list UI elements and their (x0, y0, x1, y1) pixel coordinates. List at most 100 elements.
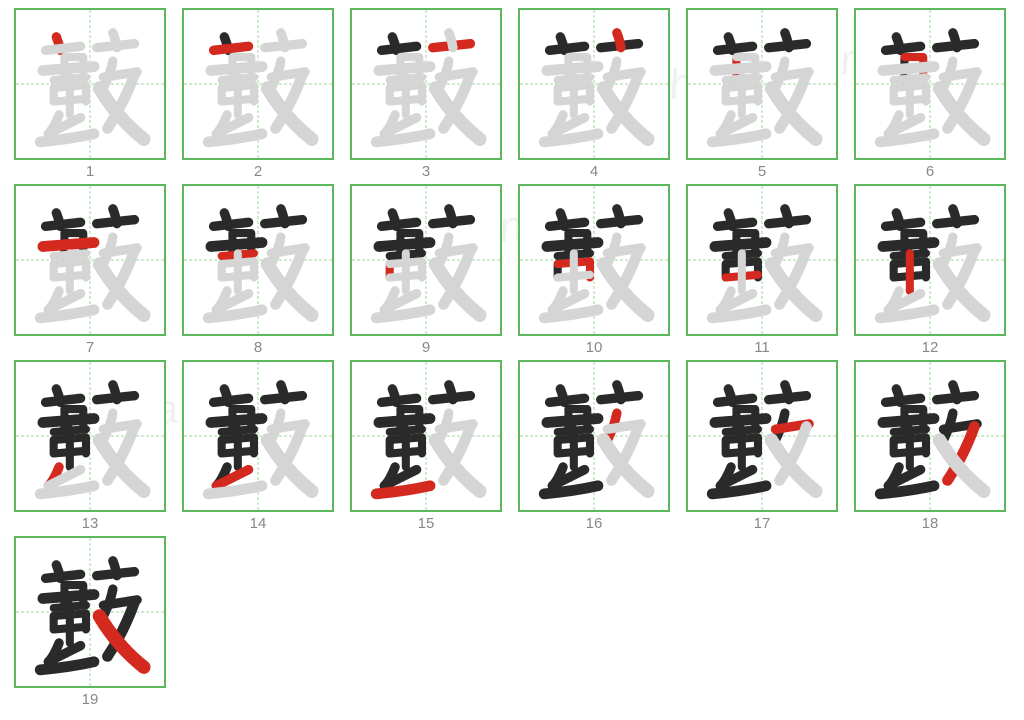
step-number-label: 15 (418, 515, 435, 532)
stroke-path (547, 243, 598, 247)
stroke-step-cell: 15 (342, 360, 510, 532)
character-frame (854, 360, 1006, 512)
stroke-path (886, 46, 921, 50)
stroke-path (547, 67, 598, 71)
stroke-path (43, 243, 94, 247)
stroke-step-cell: 1 (6, 8, 174, 180)
stroke-path (715, 67, 766, 71)
stroke-order-grid: 12345678910111213141516171819 (0, 0, 1024, 720)
stroke-path (886, 222, 921, 226)
character-svg (520, 10, 668, 158)
character-svg (688, 362, 836, 510)
stroke-step-cell: 13 (6, 360, 174, 532)
stroke-path (43, 595, 94, 599)
stroke-step-cell: 7 (6, 184, 174, 356)
character-frame (518, 8, 670, 160)
stroke-step-cell: 8 (174, 184, 342, 356)
character-svg (184, 362, 332, 510)
character-svg (520, 186, 668, 334)
character-frame (686, 184, 838, 336)
stroke-path (113, 561, 117, 576)
stroke-step-cell: 12 (846, 184, 1014, 356)
character-frame (14, 536, 166, 688)
character-frame (854, 8, 1006, 160)
stroke-path (46, 46, 81, 50)
character-svg (16, 362, 164, 510)
stroke-path (379, 419, 430, 423)
stroke-path (281, 33, 285, 48)
step-number-label: 17 (754, 515, 771, 532)
step-number-label: 4 (590, 163, 598, 180)
stroke-path (113, 385, 117, 400)
stroke-path (113, 209, 117, 224)
character-frame (182, 8, 334, 160)
stroke-path (550, 222, 585, 226)
stroke-path (449, 33, 453, 48)
stroke-path (379, 243, 430, 247)
character-frame (14, 360, 166, 512)
stroke-path (953, 209, 957, 224)
stroke-path (382, 398, 417, 402)
stroke-path (617, 209, 621, 224)
step-number-label: 5 (758, 163, 766, 180)
character-frame (350, 8, 502, 160)
stroke-path (382, 222, 417, 226)
stroke-step-cell: 3 (342, 8, 510, 180)
step-number-label: 8 (254, 339, 262, 356)
step-number-label: 19 (82, 691, 99, 708)
stroke-path (718, 222, 753, 226)
stroke-step-cell: 5 (678, 8, 846, 180)
character-frame (14, 184, 166, 336)
character-frame (686, 360, 838, 512)
character-svg (16, 10, 164, 158)
character-svg (184, 10, 332, 158)
stroke-path (718, 398, 753, 402)
character-frame (350, 184, 502, 336)
stroke-path (953, 33, 957, 48)
stroke-path (785, 385, 789, 400)
stroke-path (550, 398, 585, 402)
stroke-path (46, 398, 81, 402)
character-svg (688, 186, 836, 334)
stroke-step-cell: 19 (6, 536, 174, 708)
character-frame (14, 8, 166, 160)
stroke-path (883, 67, 934, 71)
stroke-step-cell: 4 (510, 8, 678, 180)
character-frame (518, 360, 670, 512)
stroke-step-cell: 18 (846, 360, 1014, 532)
character-svg (352, 362, 500, 510)
character-svg (856, 186, 1004, 334)
stroke-path (46, 574, 81, 578)
step-number-label: 14 (250, 515, 267, 532)
character-svg (352, 10, 500, 158)
step-number-label: 12 (922, 339, 939, 356)
stroke-path (281, 209, 285, 224)
step-number-label: 1 (86, 163, 94, 180)
stroke-step-cell: 16 (510, 360, 678, 532)
stroke-path (785, 209, 789, 224)
step-number-label: 7 (86, 339, 94, 356)
stroke-path (449, 209, 453, 224)
stroke-path (547, 419, 598, 423)
character-svg (184, 186, 332, 334)
stroke-path (379, 67, 430, 71)
character-frame (182, 184, 334, 336)
stroke-path (281, 385, 285, 400)
stroke-path (617, 385, 621, 400)
stroke-path (214, 398, 249, 402)
character-frame (350, 360, 502, 512)
character-frame (686, 8, 838, 160)
stroke-step-cell: 10 (510, 184, 678, 356)
stroke-path (785, 33, 789, 48)
character-frame (182, 360, 334, 512)
step-number-label: 18 (922, 515, 939, 532)
stroke-path (211, 67, 262, 71)
stroke-path (46, 222, 81, 226)
stroke-path (43, 67, 94, 71)
stroke-path (43, 419, 94, 423)
step-number-label: 2 (254, 163, 262, 180)
step-number-label: 13 (82, 515, 99, 532)
stroke-path (886, 398, 921, 402)
stroke-step-cell: 14 (174, 360, 342, 532)
step-number-label: 11 (754, 339, 770, 356)
